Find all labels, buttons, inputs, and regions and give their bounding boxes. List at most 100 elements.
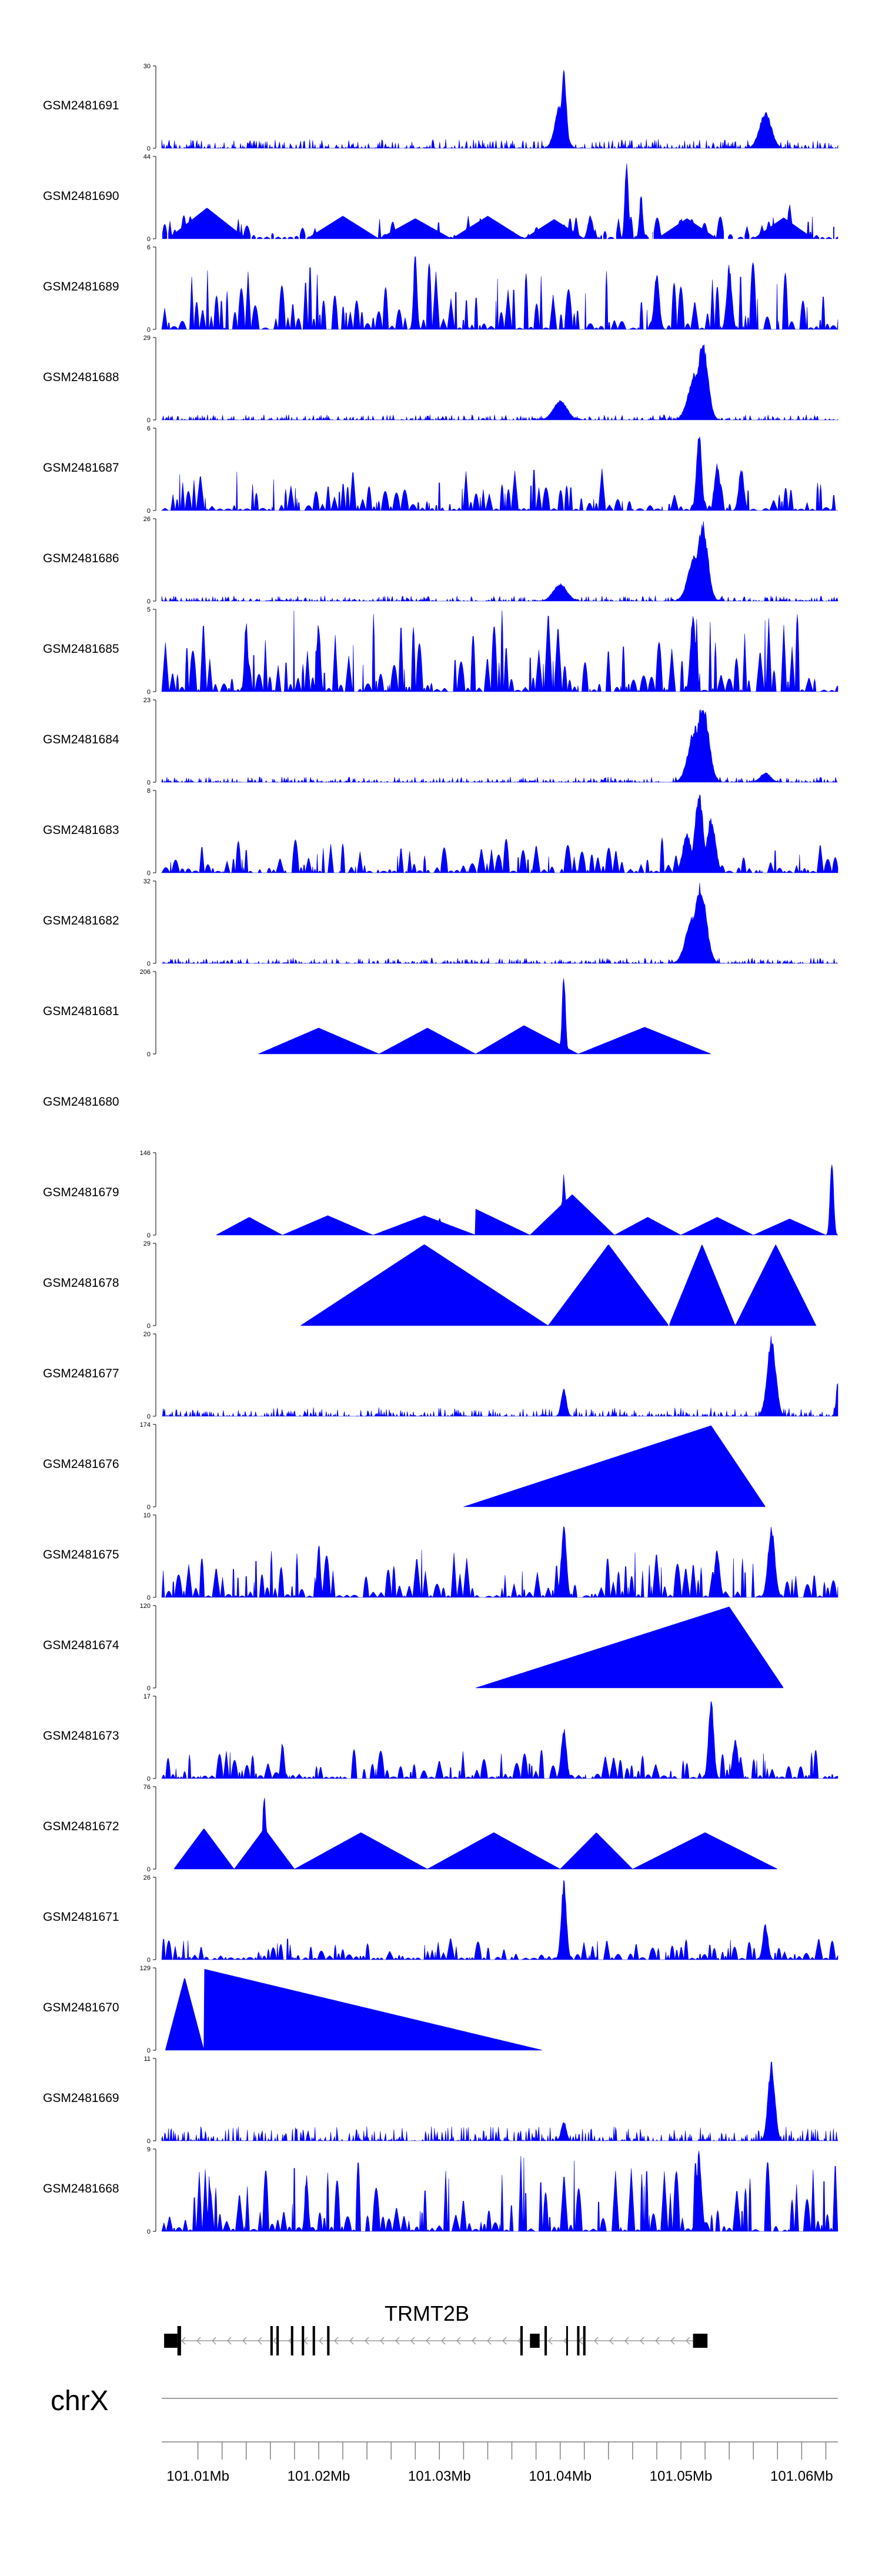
y-axis-min-label: 0 [147,2047,151,2054]
exon-12 [566,2326,568,2355]
track-GSM2481683: GSM2481683 8 0 [43,788,838,877]
strand-arrow [640,2337,644,2345]
signal-area [161,794,838,874]
track-label: GSM2481676 [43,1457,119,1471]
track-label: GSM2481678 [43,1276,119,1290]
signal-area [258,978,711,1055]
y-axis-max-label: 17 [143,1693,151,1700]
signal-area [161,1526,838,1599]
signal-area [161,2151,838,2233]
track-label: GSM2481690 [43,189,119,203]
track-label: GSM2481672 [43,1820,119,1833]
strand-arrow [624,2337,629,2345]
strand-arrow [242,2337,247,2345]
genome-axis: 101.01Mb 101.02Mb 101.03Mb 101.04Mb 101.05Mb… [162,2441,838,2484]
strand-arrow [502,2337,507,2345]
strand-arrow [670,2337,675,2345]
y-axis-max-label: 6 [147,425,151,432]
strand-arrow [609,2337,614,2345]
track-GSM2481674: GSM2481674 120 0 [43,1603,783,1692]
track-GSM2481668: GSM2481668 9 0 [43,2146,838,2235]
track-GSM2481684: GSM2481684 23 0 [43,697,838,786]
signal-area [161,2061,838,2142]
y-axis-max-label: 26 [143,1874,151,1881]
y-axis-max-label: 23 [143,697,151,704]
y-axis-min-label: 0 [147,689,151,696]
y-axis-min-label: 0 [147,1323,151,1330]
axis-tick-label: 101.03Mb [408,2468,471,2484]
signal-area [161,1880,838,1961]
track-GSM2481671: GSM2481671 26 0 [43,1874,838,1964]
y-axis-min-label: 0 [147,960,151,967]
track-GSM2481691: GSM2481691 30 0 [43,63,838,152]
track-label: GSM2481668 [43,2182,119,2195]
strand-arrow [472,2337,476,2345]
exon-10 [530,2334,540,2348]
strand-arrow [334,2337,339,2345]
y-axis-min-label: 0 [147,1051,151,1058]
y-axis-min-label: 0 [147,1685,151,1692]
track-GSM2481675: GSM2481675 10 0 [43,1512,838,1601]
track-label: GSM2481680 [43,1095,119,1109]
y-axis-min-label: 0 [147,1776,151,1783]
track-label: GSM2481681 [43,1005,119,1018]
y-axis-max-label: 174 [140,1422,151,1429]
track-label: GSM2481682 [43,914,119,927]
exon-6 [302,2326,305,2355]
track-label: GSM2481670 [43,2001,119,2014]
signal-area [174,1797,777,1870]
y-axis-max-label: 26 [143,516,151,523]
y-axis-min-label: 0 [147,2138,151,2145]
track-label: GSM2481686 [43,552,119,565]
y-axis-max-label: 44 [143,154,151,161]
y-axis-max-label: 76 [143,1784,151,1791]
signal-area [162,163,838,239]
exon-2 [177,2326,181,2355]
strand-arrow [487,2337,492,2345]
track-label: GSM2481683 [43,823,119,837]
track-GSM2481680: GSM2481680 [43,1095,119,1109]
track-label: GSM2481688 [43,371,119,384]
strand-arrow [456,2337,461,2345]
chromosome-label: chrX [51,2385,109,2417]
axis-tick-label: 101.06Mb [770,2468,833,2484]
y-axis-min-label: 0 [147,417,151,424]
y-axis-max-label: 120 [140,1603,151,1610]
signal-tracks: GSM2481691300GSM2481690440GSM248168960GS… [43,63,838,2235]
signal-area [161,521,838,602]
strand-arrow [426,2337,430,2345]
y-axis-min-label: 0 [147,326,151,333]
track-label: GSM2481677 [43,1367,119,1380]
strand-arrow [441,2337,446,2345]
track-label: GSM2481685 [43,642,119,656]
track-label: GSM2481669 [43,2091,119,2105]
y-axis-min-label: 0 [147,2228,151,2235]
exon-15 [693,2334,708,2348]
track-GSM2481678: GSM2481678 29 0 [43,1240,817,1330]
track-label: GSM2481691 [43,99,119,112]
track-GSM2481673: GSM2481673 17 0 [43,1693,838,1783]
track-label: GSM2481675 [43,1548,119,1561]
track-label: GSM2481671 [43,1910,119,1924]
y-axis-max-label: 32 [143,878,151,885]
y-axis-max-label: 10 [143,1512,151,1519]
exon-13 [577,2326,580,2355]
track-GSM2481686: GSM2481686 26 0 [43,516,838,605]
signal-area [161,70,838,149]
track-GSM2481689: GSM2481689 6 0 [43,244,838,333]
track-GSM2481690: GSM2481690 44 0 [43,154,838,243]
signal-area [161,344,838,421]
track-label: GSM2481684 [43,733,119,746]
signal-area [161,256,838,331]
y-axis-max-label: 5 [147,606,151,613]
signal-area [161,436,838,512]
track-GSM2481677: GSM2481677 20 0 [43,1331,838,1420]
y-axis-min-label: 0 [147,1413,151,1420]
track-GSM2481676: GSM2481676 174 0 [43,1422,766,1511]
strand-arrow [212,2337,216,2345]
axis-tick-label: 101.05Mb [650,2468,713,2484]
track-GSM2481670: GSM2481670 129 0 [43,1965,542,2054]
track-GSM2481679: GSM2481679 146 0 [43,1150,838,1239]
y-axis-min-label: 0 [147,1594,151,1601]
